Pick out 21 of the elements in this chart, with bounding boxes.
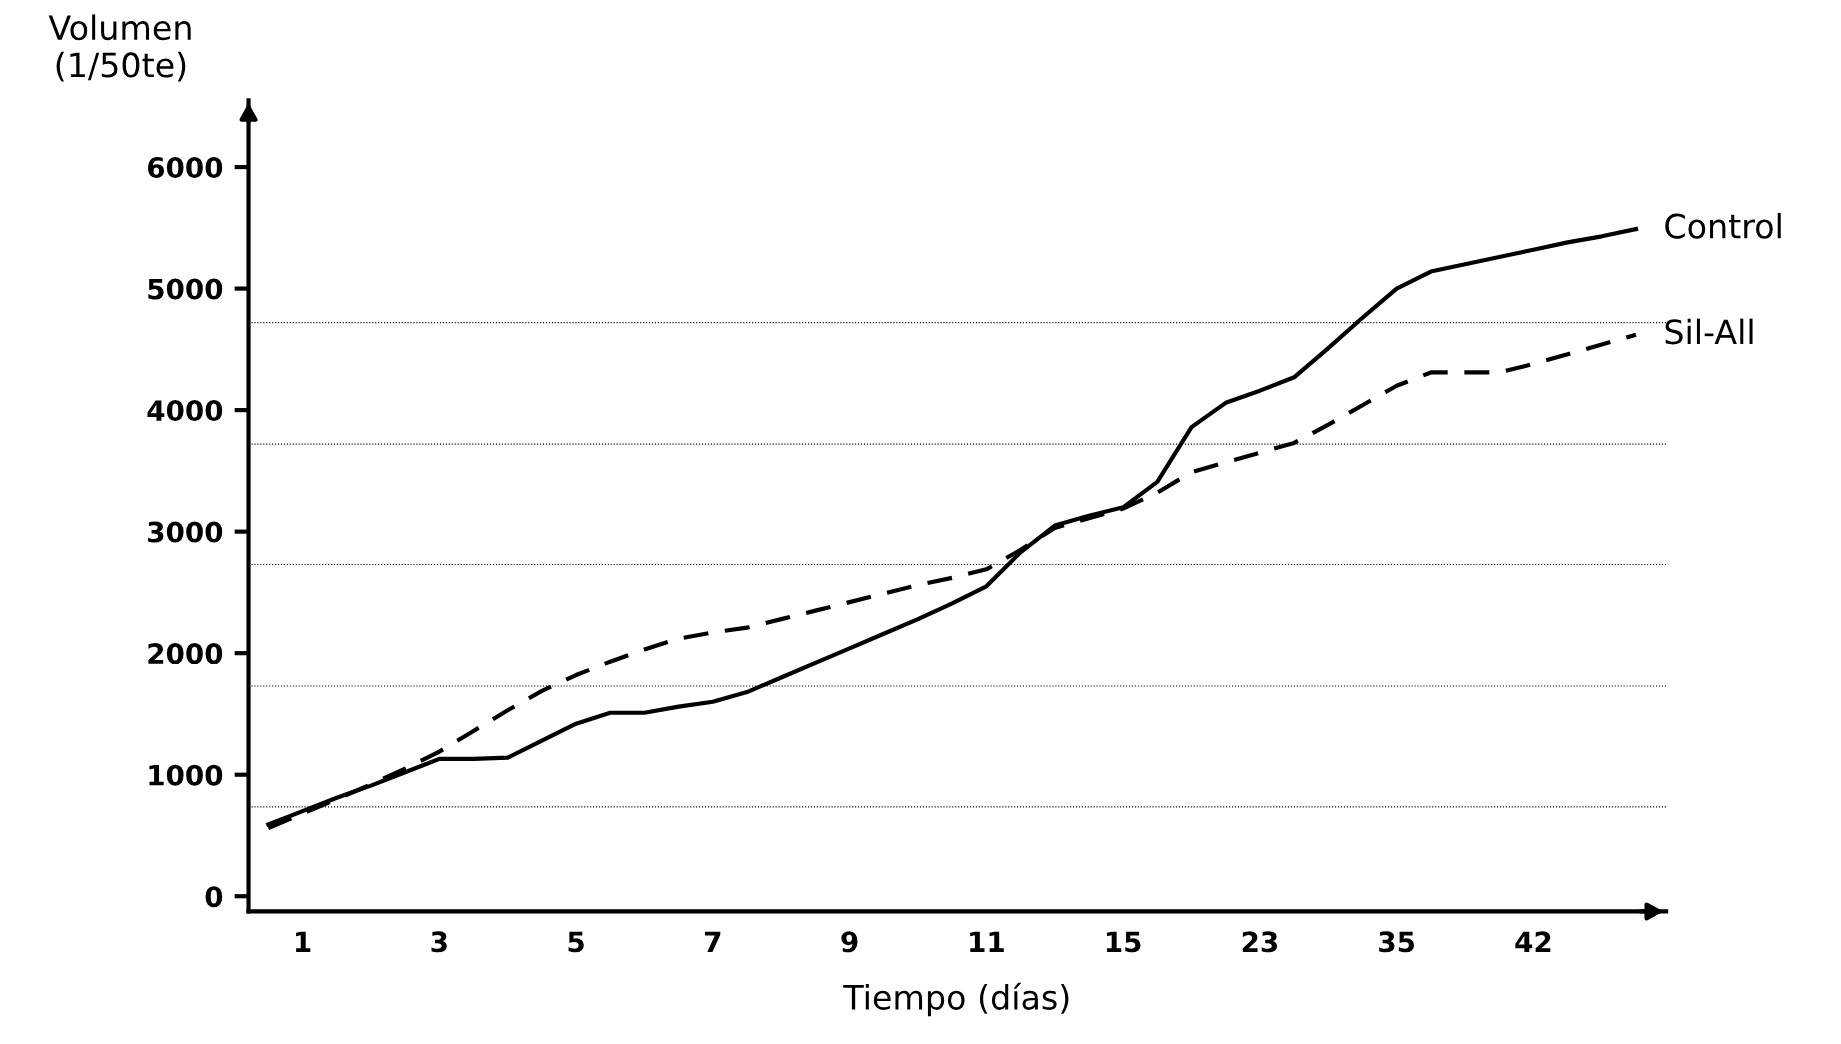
x-tick-label: 11 [970, 931, 1004, 952]
series-label: Control [1665, 212, 1781, 239]
y-tick-label: 5000 [148, 278, 223, 300]
y-tick-label: 0 [205, 886, 223, 908]
x-tick-label: 15 [1106, 931, 1141, 953]
y-tick-label: 4000 [147, 400, 223, 422]
y-tick-label: 3000 [148, 521, 223, 543]
x-tick-label: 23 [1242, 931, 1278, 953]
y-axis-title: Volumen (1/50te) [48, 14, 191, 82]
x-tick-label: 5 [568, 931, 584, 953]
y-tick-label: 2000 [148, 643, 223, 665]
x-tick-label: 3 [431, 931, 447, 953]
x-axis-title: Tiempo (días) [843, 982, 1069, 1017]
y-tick-label: 1000 [149, 764, 223, 786]
x-tick-label: 35 [1379, 931, 1415, 953]
x-tick-label: 9 [841, 931, 858, 953]
x-tick-label: 1 [296, 931, 311, 952]
x-tick-label: 42 [1515, 931, 1551, 952]
series-label: Sil-All [1665, 318, 1753, 345]
y-tick-label: 6000 [147, 157, 223, 179]
x-tick-label: 7 [705, 931, 721, 952]
